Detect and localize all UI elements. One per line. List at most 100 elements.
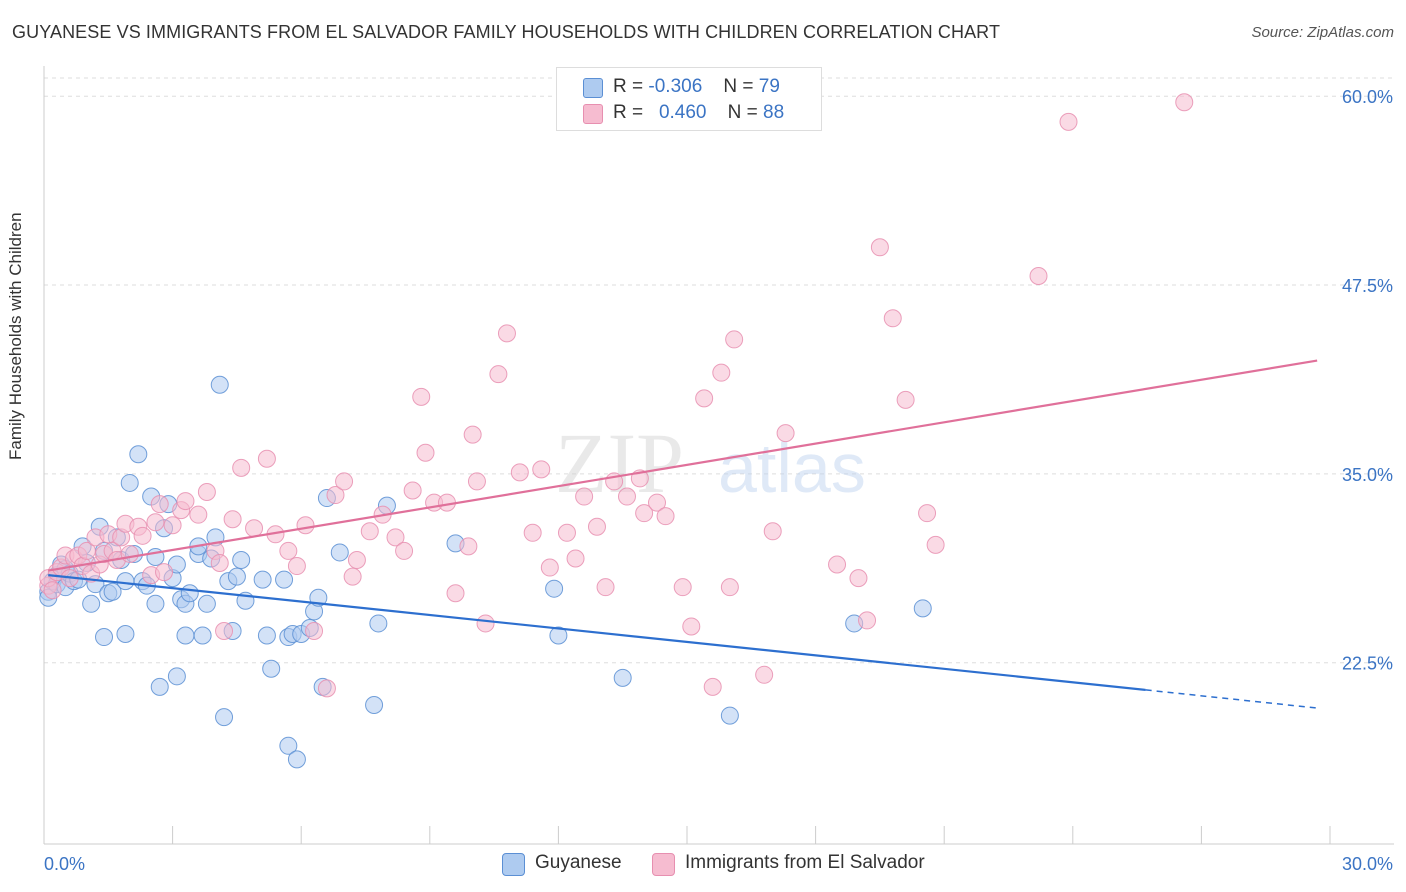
salvador-point: [540, 558, 559, 577]
watermark-atlas: atlas: [718, 429, 866, 507]
guyanese-point: [167, 667, 186, 686]
y-tick-label: 22.5%: [1342, 654, 1393, 674]
salvador-point: [656, 507, 675, 526]
series-legend: Guyanese Immigrants from El Salvador: [0, 852, 1406, 878]
salvador-point: [146, 513, 165, 532]
salvador-point: [347, 550, 366, 569]
guyanese-point: [232, 550, 251, 569]
guyanese-point: [549, 626, 568, 645]
salvador-point: [403, 481, 422, 500]
guyanese-point: [365, 696, 384, 715]
salvador-point: [279, 541, 298, 560]
salvador-point: [77, 541, 96, 560]
salvador-point: [223, 510, 242, 529]
guyanese-point: [215, 708, 234, 727]
salvador-point: [386, 528, 405, 547]
legend-label: Guyanese: [535, 852, 622, 873]
trend-lines: [48, 359, 1318, 709]
tick-labels: 22.5% 35.0% 47.5% 60.0% 0.0% 30.0%: [44, 87, 1393, 874]
salvador-point: [1175, 93, 1194, 112]
guyanese-point: [262, 659, 281, 678]
guyanese-point: [545, 579, 564, 598]
chart-title: GUYANESE VS IMMIGRANTS FROM EL SALVADOR …: [12, 22, 1001, 42]
salvador-point: [776, 424, 795, 443]
salvador-point: [197, 483, 216, 502]
guyanese-trend-extension: [1145, 689, 1318, 709]
salvador-point: [476, 614, 495, 633]
salvador-point: [566, 549, 585, 568]
salvador-point: [926, 535, 945, 554]
salvador-point: [317, 679, 336, 698]
guyanese-point: [129, 445, 148, 464]
salvador-point: [43, 581, 62, 600]
guyanese-point: [150, 677, 169, 696]
salvador-legend-swatch: [652, 853, 675, 876]
y-axis-label: Family Households with Children: [6, 212, 25, 460]
y-tick-label: 35.0%: [1342, 465, 1393, 485]
guyanese-point: [287, 750, 306, 769]
guyanese-point: [180, 584, 199, 603]
x-tick-label-max: 30.0%: [1342, 854, 1393, 874]
guyanese-point: [82, 594, 101, 613]
axes: [43, 66, 1394, 845]
salvador-point: [575, 487, 594, 506]
stats-legend: R = -0.306 N = 79 R = 0.460 N = 88: [556, 67, 822, 131]
guyanese-point: [197, 594, 216, 613]
n-value: 88: [763, 102, 785, 123]
salvador-point: [523, 523, 542, 542]
guyanese-point: [253, 570, 272, 589]
salvador-point: [755, 665, 774, 684]
guyanese-point: [176, 626, 195, 645]
source-credit: Source: ZipAtlas.com: [1251, 24, 1394, 41]
r-value: -0.306: [648, 76, 703, 97]
guyanese-point: [257, 626, 276, 645]
guyanese-point: [120, 473, 139, 492]
salvador-point: [446, 584, 465, 603]
salvador-point: [287, 557, 306, 576]
guyanese-point: [227, 567, 246, 586]
salvador-point: [510, 463, 529, 482]
guyanese-point: [95, 628, 114, 647]
salvador-point: [849, 569, 868, 588]
salvador-point: [343, 567, 362, 586]
salvador-point: [189, 505, 208, 524]
salvador-point: [416, 443, 435, 462]
r-label: R =: [613, 102, 644, 123]
salvador-point: [712, 363, 731, 382]
salvador-point: [557, 523, 576, 542]
salvador-point: [489, 365, 508, 384]
salvador-point: [896, 390, 915, 409]
salvador-point: [695, 389, 714, 408]
salvador-point: [635, 504, 654, 523]
salvador-swatch: [583, 104, 603, 124]
legend-label: Immigrants from El Salvador: [685, 852, 925, 873]
salvador-point: [459, 537, 478, 556]
salvador-point: [497, 324, 516, 343]
guyanese-point: [146, 594, 165, 613]
salvador-point: [120, 544, 139, 563]
salvador-point: [617, 487, 636, 506]
guyanese-swatch: [583, 78, 603, 98]
salvador-point: [215, 621, 234, 640]
guyanese-point: [103, 582, 122, 601]
salvador-point: [395, 541, 414, 560]
salvador-point: [305, 621, 324, 640]
salvador-point: [596, 578, 615, 597]
salvador-point: [703, 677, 722, 696]
salvador-point: [532, 460, 551, 479]
guyanese-point: [193, 626, 212, 645]
salvador-point: [720, 578, 739, 597]
guyanese-point: [116, 625, 135, 644]
salvador-point: [725, 330, 744, 349]
salvador-point: [1029, 266, 1048, 285]
salvador-point: [155, 563, 174, 582]
salvador-point: [296, 516, 315, 535]
salvador-point: [673, 578, 692, 597]
salvador-point: [763, 522, 782, 541]
x-tick-label-min: 0.0%: [44, 854, 85, 874]
salvador-point: [335, 472, 354, 491]
y-tick-label: 47.5%: [1342, 276, 1393, 296]
salvador-point: [133, 526, 152, 545]
n-label: N =: [723, 76, 754, 97]
